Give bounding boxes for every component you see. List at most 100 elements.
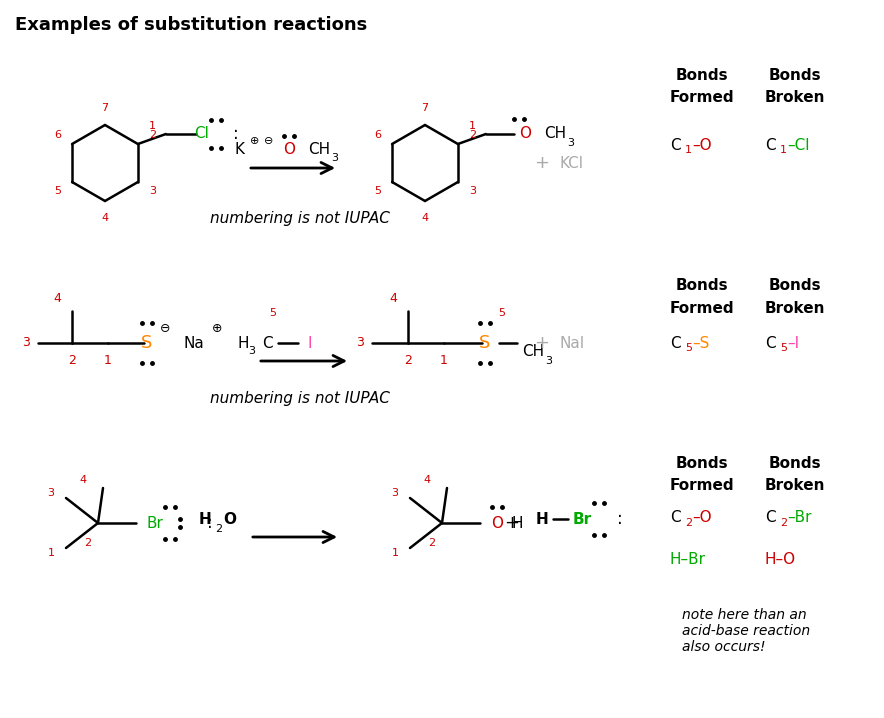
Text: –Br: –Br bbox=[787, 510, 812, 526]
Text: note here than an
acid-base reaction
also occurs!: note here than an acid-base reaction als… bbox=[682, 608, 810, 654]
Text: 2: 2 bbox=[685, 518, 692, 528]
Text: 2: 2 bbox=[469, 131, 476, 141]
Text: 6: 6 bbox=[374, 131, 381, 141]
Text: C: C bbox=[670, 510, 681, 526]
Text: S: S bbox=[141, 334, 153, 352]
Text: 4: 4 bbox=[422, 213, 429, 223]
Text: –I: –I bbox=[787, 335, 799, 350]
Text: ⊖: ⊖ bbox=[264, 136, 274, 146]
Text: 3: 3 bbox=[469, 185, 476, 195]
Text: C: C bbox=[670, 335, 681, 350]
Text: I: I bbox=[308, 335, 313, 350]
Text: 1: 1 bbox=[48, 548, 55, 558]
Text: C: C bbox=[670, 138, 681, 152]
Text: +: + bbox=[535, 334, 550, 352]
Text: H: H bbox=[536, 511, 548, 526]
Text: +: + bbox=[505, 514, 520, 532]
Text: 4: 4 bbox=[389, 292, 397, 305]
Text: Bonds: Bonds bbox=[769, 68, 821, 83]
Text: C: C bbox=[262, 335, 272, 350]
Text: 2: 2 bbox=[404, 353, 412, 366]
Text: 1: 1 bbox=[780, 145, 787, 155]
Text: 5: 5 bbox=[270, 308, 277, 318]
Text: Formed: Formed bbox=[670, 477, 735, 493]
Text: KCl: KCl bbox=[560, 156, 584, 170]
Text: –O: –O bbox=[692, 138, 712, 152]
Text: 4: 4 bbox=[53, 292, 61, 305]
Text: S: S bbox=[479, 334, 491, 352]
Text: 4: 4 bbox=[423, 475, 431, 485]
Text: numbering is not IUPAC: numbering is not IUPAC bbox=[210, 391, 390, 406]
Text: ⊕: ⊕ bbox=[250, 136, 260, 146]
Text: 3: 3 bbox=[356, 337, 364, 350]
Text: O: O bbox=[283, 142, 295, 157]
Text: 3: 3 bbox=[48, 488, 55, 498]
Text: H: H bbox=[199, 511, 211, 526]
Text: 2: 2 bbox=[429, 538, 436, 548]
Text: 3: 3 bbox=[248, 346, 255, 356]
Text: Bonds: Bonds bbox=[675, 68, 728, 83]
Text: O: O bbox=[224, 511, 237, 526]
Text: Broken: Broken bbox=[765, 90, 826, 106]
Text: –Cl: –Cl bbox=[787, 138, 810, 152]
Text: numbering is not IUPAC: numbering is not IUPAC bbox=[210, 210, 390, 225]
Text: 7: 7 bbox=[102, 103, 109, 113]
Text: 2: 2 bbox=[85, 538, 92, 548]
Text: –O: –O bbox=[692, 510, 712, 526]
Text: 4: 4 bbox=[102, 213, 109, 223]
Text: 5: 5 bbox=[685, 343, 692, 353]
Text: C: C bbox=[765, 138, 775, 152]
Text: 3: 3 bbox=[22, 337, 30, 350]
Text: 1: 1 bbox=[469, 121, 476, 131]
Text: H–Br: H–Br bbox=[670, 552, 706, 567]
Text: C: C bbox=[765, 335, 775, 350]
Text: :: : bbox=[233, 125, 239, 143]
Text: +: + bbox=[535, 154, 550, 172]
Text: Examples of substitution reactions: Examples of substitution reactions bbox=[15, 16, 367, 34]
Text: –S: –S bbox=[692, 335, 709, 350]
Text: 5: 5 bbox=[780, 343, 787, 353]
Text: 3: 3 bbox=[392, 488, 399, 498]
Text: CH: CH bbox=[308, 142, 330, 157]
Text: Br: Br bbox=[147, 516, 164, 531]
Text: 5: 5 bbox=[499, 308, 506, 318]
Text: 1: 1 bbox=[104, 353, 112, 366]
Text: 5: 5 bbox=[54, 185, 61, 195]
Text: 6: 6 bbox=[54, 131, 61, 141]
Text: 7: 7 bbox=[422, 103, 429, 113]
Text: Bonds: Bonds bbox=[675, 455, 728, 470]
Text: NaI: NaI bbox=[560, 335, 584, 350]
Text: Formed: Formed bbox=[670, 90, 735, 106]
Text: Broken: Broken bbox=[765, 301, 826, 315]
Text: 3: 3 bbox=[545, 356, 552, 366]
Text: 1: 1 bbox=[149, 121, 156, 131]
Text: 3: 3 bbox=[332, 153, 339, 163]
Text: K: K bbox=[235, 142, 245, 157]
Text: 3: 3 bbox=[149, 185, 156, 195]
Text: Na: Na bbox=[184, 335, 204, 350]
Text: :: : bbox=[207, 514, 213, 532]
Text: 2: 2 bbox=[780, 518, 787, 528]
Text: 2: 2 bbox=[149, 131, 156, 141]
Text: ⊖: ⊖ bbox=[160, 322, 171, 335]
Text: 4: 4 bbox=[80, 475, 87, 485]
Text: H–O: H–O bbox=[765, 552, 796, 567]
Text: 1: 1 bbox=[440, 353, 448, 366]
Text: H: H bbox=[511, 516, 522, 531]
Text: C: C bbox=[765, 510, 775, 526]
Text: ⊕: ⊕ bbox=[212, 322, 222, 335]
Text: H: H bbox=[238, 335, 249, 350]
Text: Br: Br bbox=[573, 511, 591, 526]
Text: 5: 5 bbox=[374, 185, 381, 195]
Text: 2: 2 bbox=[68, 353, 76, 366]
Text: CH: CH bbox=[544, 126, 566, 141]
Text: CH: CH bbox=[522, 343, 545, 358]
Text: O: O bbox=[491, 516, 503, 531]
Text: 1: 1 bbox=[392, 548, 399, 558]
Text: 3: 3 bbox=[568, 138, 575, 148]
Text: Bonds: Bonds bbox=[769, 279, 821, 294]
Text: Formed: Formed bbox=[670, 301, 735, 315]
Text: 2: 2 bbox=[215, 524, 222, 534]
Text: Bonds: Bonds bbox=[769, 455, 821, 470]
Text: :: : bbox=[617, 510, 623, 528]
